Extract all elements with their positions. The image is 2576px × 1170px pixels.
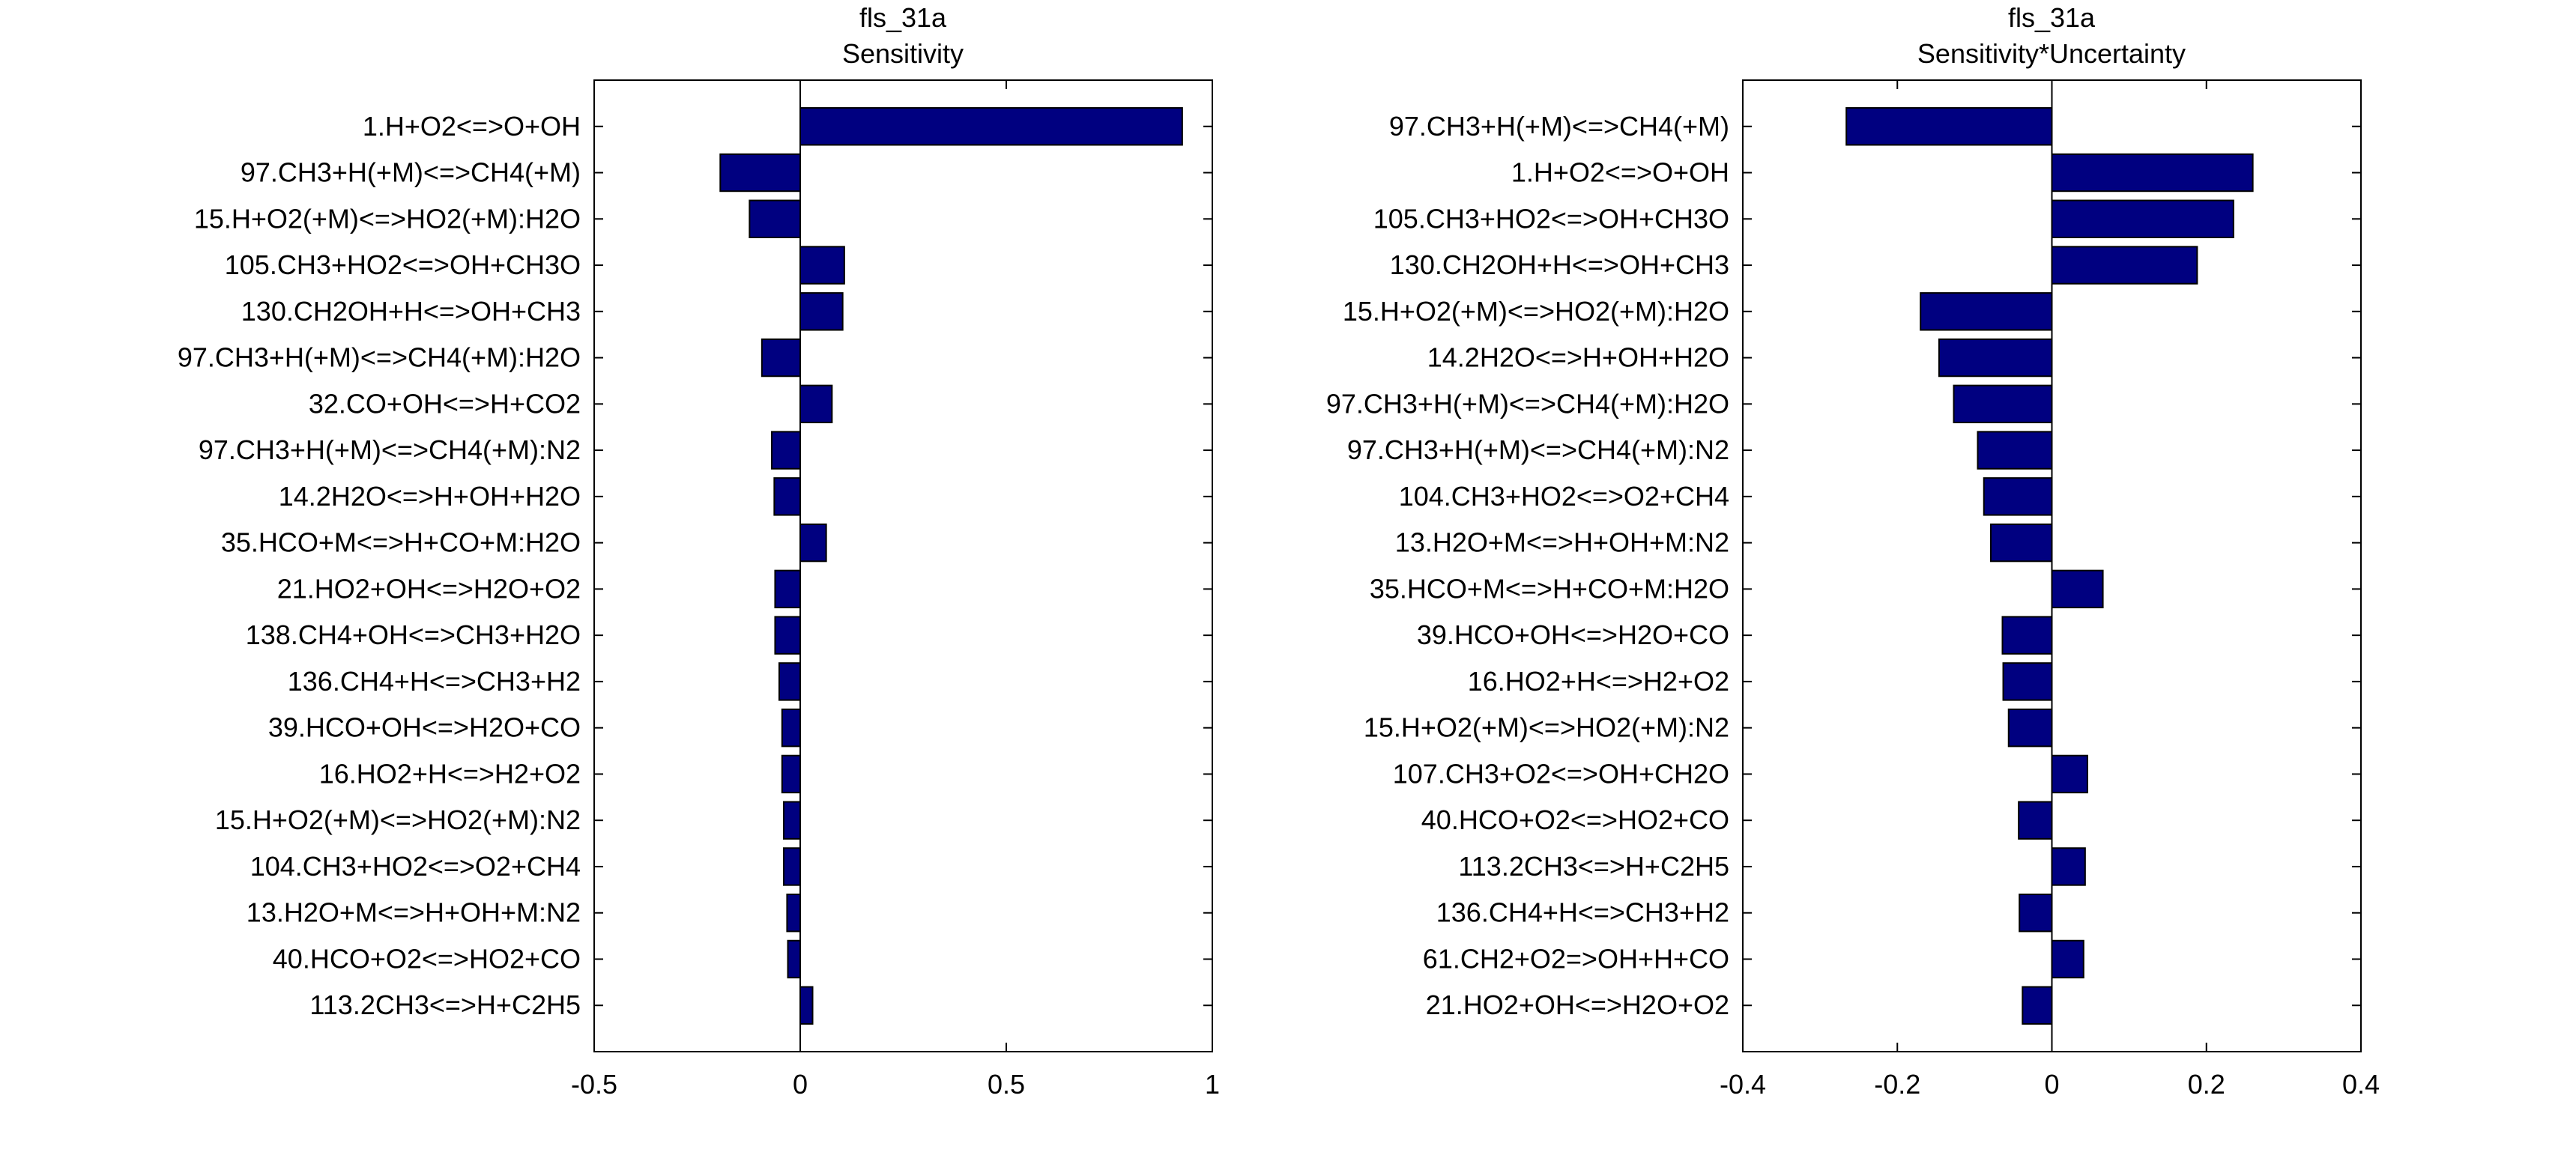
bar: [774, 569, 801, 609]
bar: [773, 477, 801, 516]
bar: [1920, 292, 2053, 331]
sensitivity-uncertainty-chart: fls_31a Sensitivity*Uncertainty 97.CH3+H…: [1326, 2, 2380, 1100]
x-tick-label: 1: [1205, 1069, 1220, 1100]
axes-box: [593, 79, 1213, 1052]
y-tick-label: 130.CH2OH+H<=>OH+CH3: [1390, 249, 1729, 280]
bar: [1845, 107, 2053, 146]
y-tick-label: 113.2CH3<=>H+C2H5: [1458, 851, 1729, 882]
y-tick-label: 39.HCO+OH<=>H2O+CO: [268, 712, 581, 743]
bar: [774, 616, 801, 655]
y-tick-label: 16.HO2+H<=>H2+O2: [1468, 666, 1729, 697]
bar: [783, 801, 801, 840]
bar: [799, 523, 827, 563]
y-tick-label: 97.CH3+H(+M)<=>CH4(+M): [241, 157, 581, 188]
y-tick-label: 40.HCO+O2<=>HO2+CO: [273, 943, 581, 974]
y-tick-label: 97.CH3+H(+M)<=>CH4(+M):N2: [1347, 434, 1729, 465]
bar: [787, 939, 801, 979]
y-tick-label: 15.H+O2(+M)<=>HO2(+M):N2: [1364, 712, 1729, 743]
bar: [799, 292, 844, 331]
y-tick-label: 138.CH4+OH<=>CH3+H2O: [246, 619, 581, 650]
y-tick-label: 14.2H2O<=>H+OH+H2O: [279, 481, 581, 512]
bar: [2007, 708, 2053, 748]
bar: [761, 338, 801, 378]
y-tick-label: 21.HO2+OH<=>H2O+O2: [1426, 989, 1729, 1020]
chart-title: fls_31a: [2008, 2, 2096, 33]
y-tick-label: 39.HCO+OH<=>H2O+CO: [1417, 619, 1729, 650]
y-tick-label: 107.CH3+O2<=>OH+CH2O: [1393, 758, 1729, 789]
y-tick-label: 14.2H2O<=>H+OH+H2O: [1427, 342, 1729, 373]
bar: [783, 847, 801, 886]
x-tick-label: 0.2: [2188, 1069, 2225, 1100]
bar: [1938, 338, 2053, 378]
chart-title: fls_31a: [859, 2, 947, 33]
y-tick-label: 97.CH3+H(+M)<=>CH4(+M):H2O: [178, 342, 581, 373]
bar: [2019, 894, 2053, 933]
y-tick-label: 13.H2O+M<=>H+OH+M:N2: [1395, 527, 1729, 558]
bar: [778, 662, 801, 701]
y-tick-label: 105.CH3+HO2<=>OH+CH3O: [225, 249, 581, 280]
y-tick-label: 105.CH3+HO2<=>OH+CH3O: [1373, 203, 1729, 234]
y-tick-label: 104.CH3+HO2<=>O2+CH4: [1399, 481, 1729, 512]
bar: [2022, 986, 2053, 1025]
y-tick-label: 136.CH4+H<=>CH3+H2: [288, 666, 581, 697]
y-tick-label: 1.H+O2<=>O+OH: [1511, 157, 1729, 188]
bar: [719, 153, 801, 193]
bar: [781, 754, 802, 794]
bar: [1953, 384, 2053, 424]
bar: [749, 199, 801, 238]
bar: [2051, 569, 2104, 609]
y-tick-label: 97.CH3+H(+M)<=>CH4(+M):H2O: [1326, 388, 1729, 419]
bar: [2018, 801, 2053, 840]
bar: [781, 708, 802, 748]
y-tick-label: 15.H+O2(+M)<=>HO2(+M):N2: [215, 804, 581, 835]
y-tick-label: 21.HO2+OH<=>H2O+O2: [277, 573, 581, 604]
x-tick-label: 0.5: [988, 1069, 1025, 1100]
y-tick-label: 113.2CH3<=>H+C2H5: [309, 989, 581, 1020]
y-tick-label: 16.HO2+H<=>H2+O2: [319, 758, 581, 789]
bar: [799, 986, 814, 1025]
chart-subtitle: Sensitivity*Uncertainty: [1917, 38, 2186, 69]
y-tick-label: 35.HCO+M<=>H+CO+M:H2O: [221, 527, 581, 558]
bar: [2002, 662, 2053, 701]
y-tick-label: 40.HCO+O2<=>HO2+CO: [1421, 804, 1729, 835]
bar: [2051, 246, 2198, 285]
x-tick-label: 0: [793, 1069, 808, 1100]
bar: [786, 894, 802, 933]
y-tick-label: 1.H+O2<=>O+OH: [363, 111, 581, 142]
y-tick-label: 15.H+O2(+M)<=>HO2(+M):H2O: [194, 203, 581, 234]
y-tick-label: 97.CH3+H(+M)<=>CH4(+M):N2: [199, 434, 581, 465]
y-tick-label: 97.CH3+H(+M)<=>CH4(+M): [1389, 111, 1729, 142]
x-tick-label: -0.5: [571, 1069, 617, 1100]
y-tick-label: 35.HCO+M<=>H+CO+M:H2O: [1370, 573, 1729, 604]
sensitivity-chart: fls_31a Sensitivity 1.H+O2<=>O+OH 97.CH3+…: [178, 2, 1220, 1100]
bar: [2051, 847, 2086, 886]
y-tick-label: 61.CH2+O2=>OH+H+CO: [1423, 943, 1729, 974]
bar: [1990, 523, 2053, 563]
bar: [771, 431, 802, 470]
y-tick-label: 130.CH2OH+H<=>OH+CH3: [241, 296, 581, 327]
y-tick-label: 104.CH3+HO2<=>O2+CH4: [250, 851, 581, 882]
bar: [799, 384, 833, 424]
x-tick-label: 0.4: [2342, 1069, 2380, 1100]
y-tick-label: 32.CO+OH<=>H+CO2: [309, 388, 581, 419]
bar: [2051, 939, 2084, 979]
y-tick-label: 13.H2O+M<=>H+OH+M:N2: [247, 897, 581, 928]
bar: [2001, 616, 2053, 655]
chart-subtitle: Sensitivity: [842, 38, 964, 69]
bar: [799, 246, 845, 285]
y-tick-label: 15.H+O2(+M)<=>HO2(+M):H2O: [1343, 296, 1729, 327]
x-tick-label: -0.2: [1874, 1069, 1920, 1100]
bar: [2051, 754, 2088, 794]
x-tick-label: 0: [2044, 1069, 2059, 1100]
x-tick-label: -0.4: [1720, 1069, 1766, 1100]
bar: [2051, 153, 2254, 193]
bar: [799, 107, 1183, 146]
bar: [1977, 431, 2053, 470]
y-tick-label: 136.CH4+H<=>CH3+H2: [1436, 897, 1729, 928]
bar: [1983, 477, 2053, 516]
bar: [2051, 199, 2234, 238]
